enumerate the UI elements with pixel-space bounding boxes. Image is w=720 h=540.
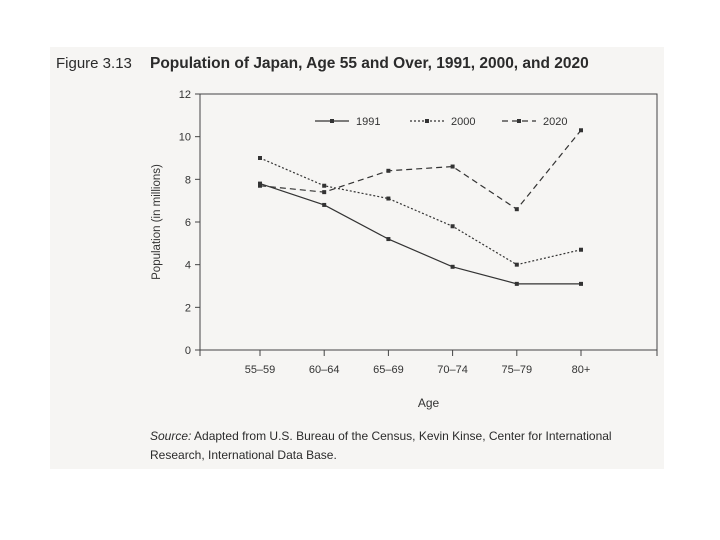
y-tick-label: 10 xyxy=(179,132,191,144)
y-tick-label: 2 xyxy=(185,302,191,314)
source-text: Adapted from U.S. Bureau of the Census, … xyxy=(150,429,612,462)
data-point-1991 xyxy=(258,181,262,186)
x-tick-label: 65–69 xyxy=(373,364,404,376)
x-tick-label: 75–79 xyxy=(502,364,533,376)
series-line-2020 xyxy=(259,129,582,211)
y-tick-label: 0 xyxy=(185,345,191,357)
source-lead: Source: xyxy=(150,429,192,443)
figure-panel: Figure 3.13 Population of Japan, Age 55 … xyxy=(50,47,664,469)
y-tick-label: 6 xyxy=(185,217,191,229)
data-point-1991 xyxy=(579,281,583,286)
data-point-2000 xyxy=(579,247,583,252)
figure-title: Population of Japan, Age 55 and Over, 19… xyxy=(150,55,589,72)
series-line-1991 xyxy=(259,183,581,285)
y-axis-title: Population (in millions) xyxy=(151,164,163,280)
legend-label-2000: 2000 xyxy=(451,116,475,128)
plot-frame xyxy=(199,93,658,351)
data-point-2000 xyxy=(450,224,455,229)
x-tick-label: 55–59 xyxy=(245,364,276,376)
data-point-1991 xyxy=(322,202,327,207)
legend-label-1991: 1991 xyxy=(356,116,380,128)
series-line-2000 xyxy=(259,157,582,266)
source-note: Source: Adapted from U.S. Bureau of the … xyxy=(150,427,650,465)
legend-label-2020: 2020 xyxy=(543,116,567,128)
data-point-1991 xyxy=(514,281,519,286)
y-tick-label: 12 xyxy=(179,89,191,101)
data-point-2020 xyxy=(322,190,327,195)
data-point-2020 xyxy=(579,128,583,133)
legend-marker-1991 xyxy=(330,119,334,123)
x-tick-label: 80+ xyxy=(572,364,591,376)
data-point-2020 xyxy=(386,168,391,173)
data-point-1991 xyxy=(450,264,455,269)
data-point-2020 xyxy=(258,183,262,188)
data-point-2020 xyxy=(514,207,519,212)
line-chart: 0 2 4 6 8 10 12 55–59 60–64 65–69 70–74 75–79 80+ Age… xyxy=(151,89,658,410)
x-axis-title: Age xyxy=(418,396,440,410)
figure-label: Figure 3.13 xyxy=(56,55,132,72)
x-tick-label: 60–64 xyxy=(309,364,340,376)
data-point-2000 xyxy=(386,196,391,201)
y-tick-label: 4 xyxy=(185,260,191,272)
data-point-2020 xyxy=(450,164,455,169)
data-point-2000 xyxy=(514,262,519,267)
x-tick-label: 70–74 xyxy=(437,364,468,376)
legend-marker-2020 xyxy=(517,119,521,123)
data-point-1991 xyxy=(386,237,391,242)
data-point-2000 xyxy=(258,156,262,160)
y-tick-label: 8 xyxy=(185,174,191,186)
legend-marker-2000 xyxy=(425,119,429,123)
data-point-2000 xyxy=(322,183,327,188)
